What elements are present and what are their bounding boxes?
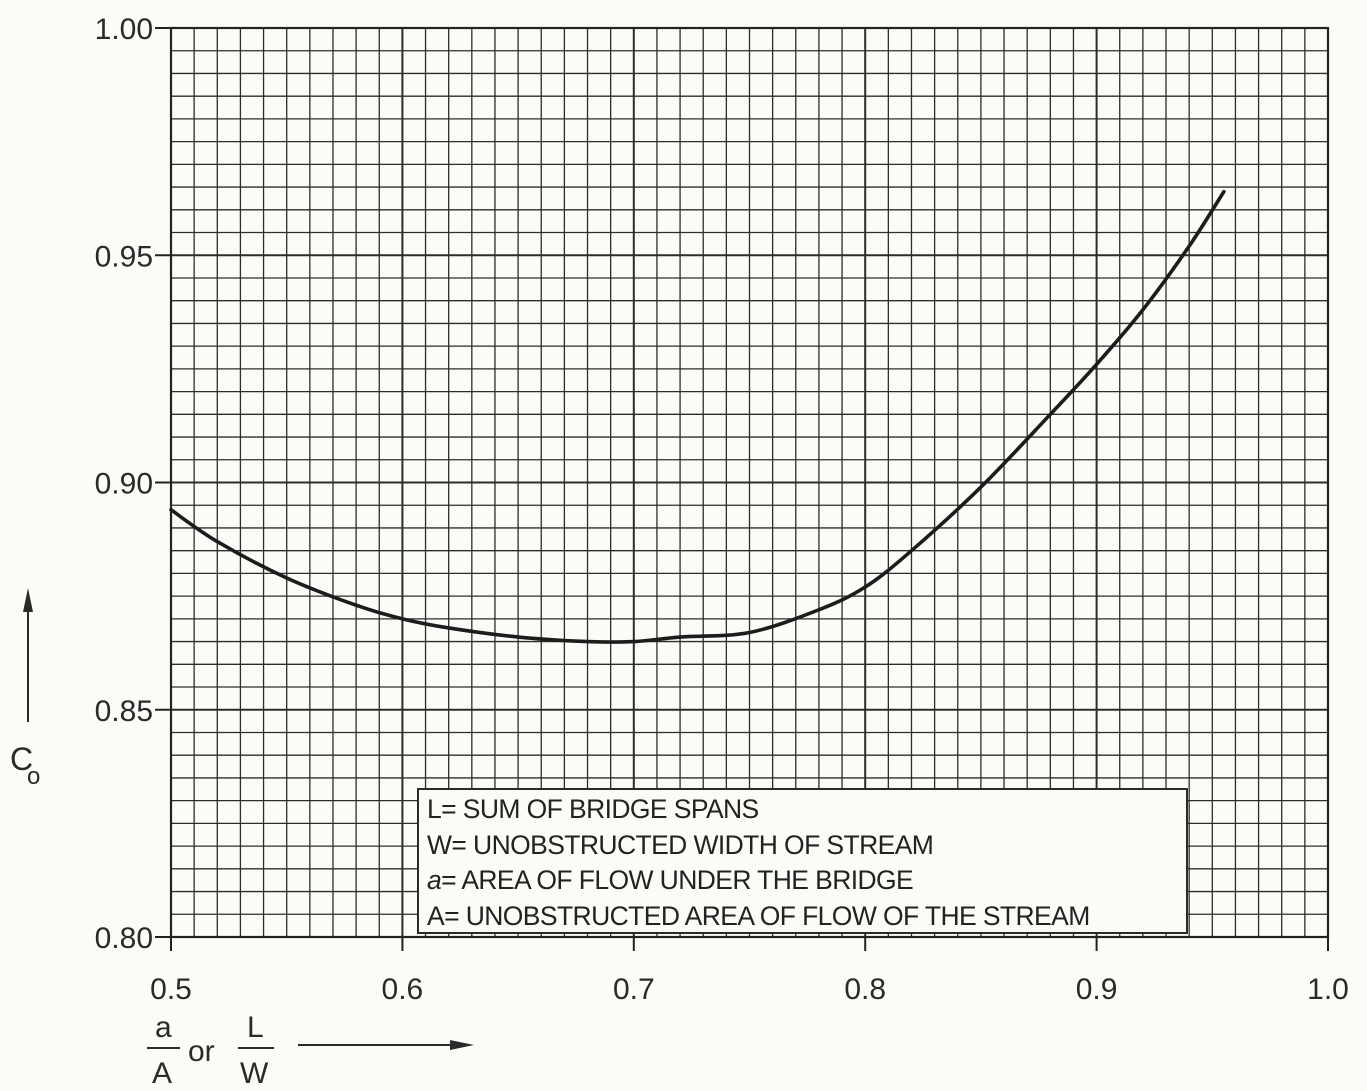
x-tick-label: 0.5	[150, 973, 192, 1006]
x-label-numerator-2: L	[247, 1011, 264, 1044]
y-tick-label: 0.95	[95, 240, 153, 273]
x-tick-label: 0.7	[613, 973, 655, 1006]
axis-ticks: 0.80 0.85 0.90 0.95 1.00 0.5 0.6 0.7 0.8 0.9 1.0	[95, 13, 1349, 1006]
y-tick-label: 0.85	[95, 695, 153, 728]
legend-symbol-w: W	[427, 829, 452, 860]
x-tick-label: 0.9	[1076, 973, 1118, 1006]
legend-symbol-a-capital: A	[427, 900, 445, 931]
y-tick-label: 0.80	[95, 922, 153, 955]
legend-text-w: = UNOBSTRUCTED WIDTH OF STREAM	[451, 829, 934, 860]
legend-box: L= SUM OF BRIDGE SPANS W= UNOBSTRUCTED W…	[417, 788, 1188, 934]
x-tick-label: 0.6	[382, 973, 424, 1006]
x-label-denominator-1: A	[152, 1057, 172, 1090]
legend-line-l: L= SUM OF BRIDGE SPANS	[427, 792, 1178, 828]
y-tick-label: 1.00	[95, 13, 153, 46]
legend-line-a-small: a= AREA OF FLOW UNDER THE BRIDGE	[427, 863, 1178, 899]
y-axis-label: C o	[10, 588, 40, 790]
x-label-numerator-1: a	[155, 1011, 172, 1044]
x-label-denominator-2: W	[240, 1057, 269, 1090]
y-tick-label: 0.90	[95, 468, 153, 501]
legend-symbol-a-small: a	[427, 865, 442, 895]
legend-text-a-capital: = UNOBSTRUCTED AREA OF FLOW OF THE STREA…	[444, 900, 1090, 931]
co-curve	[169, 189, 1226, 644]
y-axis-arrow-head	[23, 588, 33, 612]
x-axis-label: a A or L W	[147, 1011, 474, 1090]
legend-line-w: W= UNOBSTRUCTED WIDTH OF STREAM	[427, 828, 1178, 864]
legend-line-a-capital: A= UNOBSTRUCTED AREA OF FLOW OF THE STRE…	[427, 899, 1178, 935]
x-label-connector: or	[188, 1035, 215, 1068]
curve-layer	[169, 189, 1226, 644]
y-axis-label-subscript: o	[27, 763, 40, 790]
legend-symbol-l: L	[427, 794, 442, 824]
legend-text-l: = SUM OF BRIDGE SPANS	[441, 794, 759, 824]
y-axis-label-main: C	[10, 741, 33, 777]
x-tick-label: 0.8	[844, 973, 886, 1006]
x-tick-label: 1.0	[1307, 973, 1349, 1006]
x-axis-arrow-head	[450, 1040, 474, 1050]
legend-text-a-small: = AREA OF FLOW UNDER THE BRIDGE	[441, 865, 914, 895]
